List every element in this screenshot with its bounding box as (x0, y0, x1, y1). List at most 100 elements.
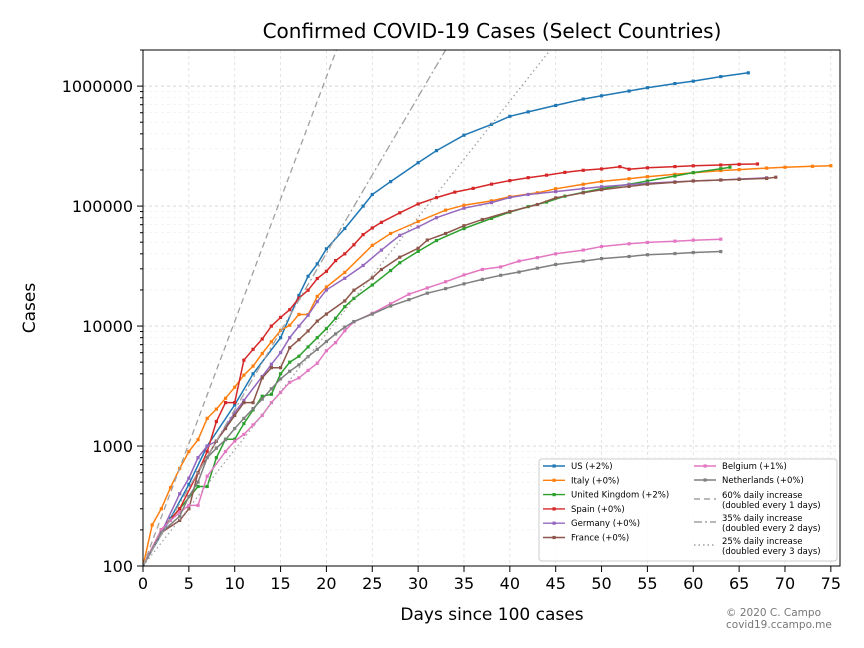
series-5-point (599, 188, 604, 192)
series-7-point (554, 262, 558, 267)
series-2-point (278, 372, 283, 376)
x-tick-label: 60 (683, 574, 703, 593)
series-7-point (269, 387, 273, 391)
series-0-point (746, 71, 750, 75)
series-4-point (508, 195, 512, 200)
legend-label-1: Italy (+0%) (571, 476, 619, 486)
series-7-point (242, 416, 246, 420)
series-6-point (535, 256, 539, 260)
series-6-point (554, 252, 558, 256)
series-0-point (627, 89, 631, 93)
series-5-point (462, 224, 466, 228)
series-2-point (489, 216, 494, 220)
series-5-point (324, 312, 329, 316)
series-3-point (489, 182, 494, 186)
series-5-point (554, 196, 558, 200)
x-tick-label: 10 (225, 574, 245, 593)
series-9-line (143, 50, 447, 566)
series-1-point (205, 416, 209, 420)
series-0-point (554, 103, 558, 108)
y-tick-label: 100000 (72, 197, 133, 216)
series-5-point (398, 255, 402, 259)
x-tick-label: 20 (316, 574, 336, 593)
x-tick-label: 70 (775, 574, 795, 593)
series-3-point (719, 163, 723, 167)
series-4-point (343, 276, 347, 280)
series-2-point (352, 296, 356, 301)
series-4-point (361, 263, 365, 268)
series-0-point (645, 86, 650, 90)
legend-label-5: France (+0%) (571, 534, 629, 544)
series-3-point (627, 167, 631, 171)
series-3-point (544, 173, 549, 177)
series-7-point (178, 514, 182, 518)
series-0-point (673, 81, 677, 86)
series-5-point (691, 179, 695, 183)
series-7-point (691, 250, 695, 255)
series-5-point (306, 329, 310, 333)
series-4-point (599, 185, 604, 189)
x-tick-label: 65 (729, 574, 749, 593)
x-axis-label: Days since 100 cases (400, 605, 583, 625)
series-7-point (343, 325, 347, 329)
series-8-line (143, 50, 338, 566)
series-1-point (233, 385, 237, 389)
series-7-point (297, 363, 301, 367)
series-4-point (416, 225, 420, 229)
series-3-point (223, 401, 228, 405)
series-7-point (480, 277, 484, 281)
series-3-point (563, 170, 567, 174)
series-0-point (278, 336, 283, 340)
series-7-point (352, 319, 356, 324)
series-3-point (453, 190, 457, 194)
series-4-point (178, 492, 182, 496)
series-1-point (269, 340, 273, 344)
series-6-point (178, 510, 182, 514)
series-0-point (251, 372, 255, 376)
x-tick-label: 5 (184, 574, 194, 593)
series-0-point (599, 94, 604, 98)
series-1-point (810, 164, 815, 168)
series-3-point (233, 401, 237, 405)
series-7-point (214, 446, 218, 450)
legend-label-9: (doubled every 2 days) (722, 524, 821, 534)
legend-marker-3 (552, 507, 556, 511)
series-3-point (398, 211, 402, 215)
series-6-point (499, 265, 503, 269)
series-1-point (251, 364, 255, 368)
series-3-point (755, 162, 760, 166)
series-7-point (462, 282, 466, 286)
legend-marker-2 (552, 493, 556, 497)
series-3-point (526, 176, 530, 180)
series-5-point (223, 426, 228, 431)
series-7-point (260, 397, 264, 401)
series-0-point (324, 247, 329, 251)
series-3-point (214, 419, 218, 424)
series-6-point (462, 273, 466, 277)
y-tick-label: 1000 (92, 437, 133, 456)
series-1-point (214, 407, 218, 411)
series-1-point (783, 165, 787, 169)
series-7-point (205, 456, 209, 460)
series-6-point (315, 361, 319, 365)
series-0-point (462, 133, 466, 137)
series-3-point (434, 195, 439, 200)
series-7-point (581, 259, 585, 263)
series-7-line (143, 250, 721, 566)
series-1-point (242, 373, 246, 377)
legend-label-6: Belgium (+1%) (722, 462, 787, 472)
series-2-point (370, 283, 374, 287)
series-6-point (260, 413, 264, 418)
series-2-point (205, 484, 209, 489)
series-0-point (581, 97, 585, 101)
series-4-point (269, 362, 273, 366)
series-5-point (416, 246, 420, 250)
series-5-point (352, 288, 356, 292)
series-2-point (673, 174, 677, 178)
series-3-point (278, 315, 283, 320)
series-1-point (416, 219, 420, 224)
series-0-line (143, 72, 749, 566)
series-3-point (737, 162, 741, 166)
series-6-point (517, 259, 521, 263)
